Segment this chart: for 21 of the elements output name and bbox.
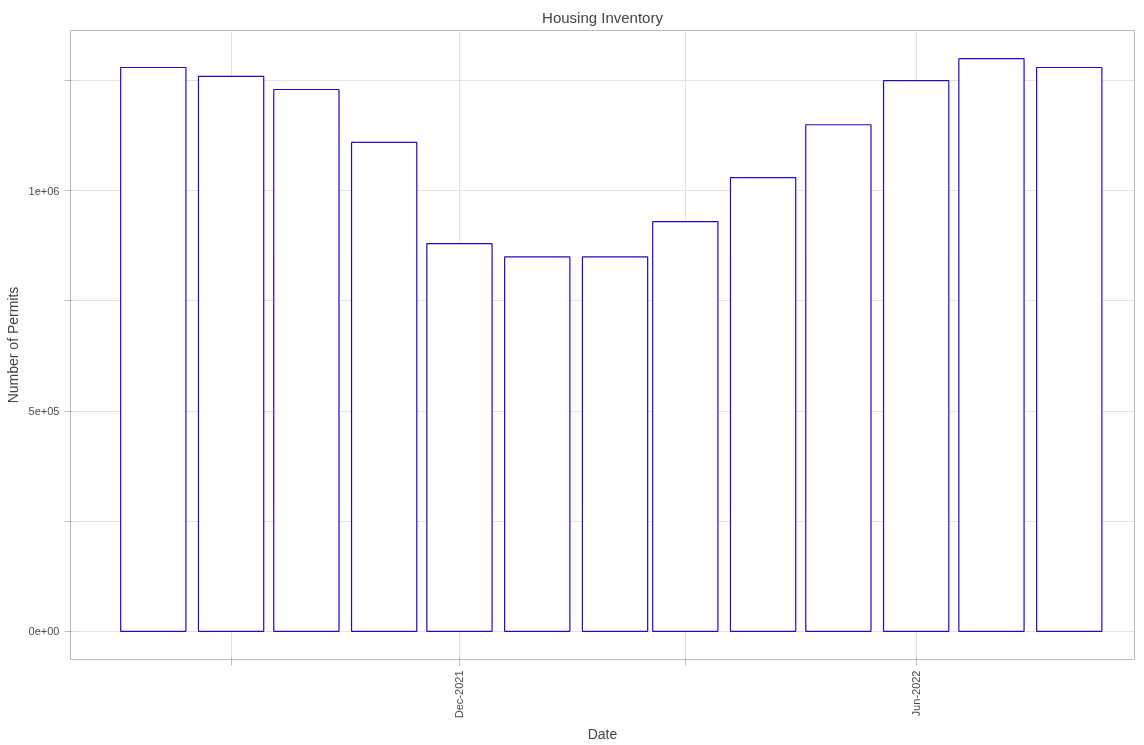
x-axis-title: Date [587, 726, 618, 743]
bar [197, 75, 265, 632]
bar [958, 58, 1025, 632]
x-tick-label: Dec-2021 [453, 670, 466, 719]
bar [729, 177, 797, 632]
bar [1036, 66, 1103, 632]
chart-title: Housing Inventory [542, 8, 664, 26]
bar [426, 243, 493, 632]
bar [882, 80, 950, 632]
bar [350, 141, 418, 632]
y-axis-title: Number of Permits [4, 286, 21, 404]
y-tick-label: 5e+05 [28, 405, 60, 418]
y-tick-label: 1e+06 [28, 184, 60, 197]
y-tick-label: 0e+00 [28, 625, 60, 638]
bar [273, 88, 340, 632]
bar [581, 256, 649, 632]
x-tick-label: Jun-2022 [910, 670, 923, 717]
bar [504, 256, 571, 632]
bar [805, 124, 872, 632]
bar [652, 221, 719, 632]
bar [120, 66, 187, 632]
